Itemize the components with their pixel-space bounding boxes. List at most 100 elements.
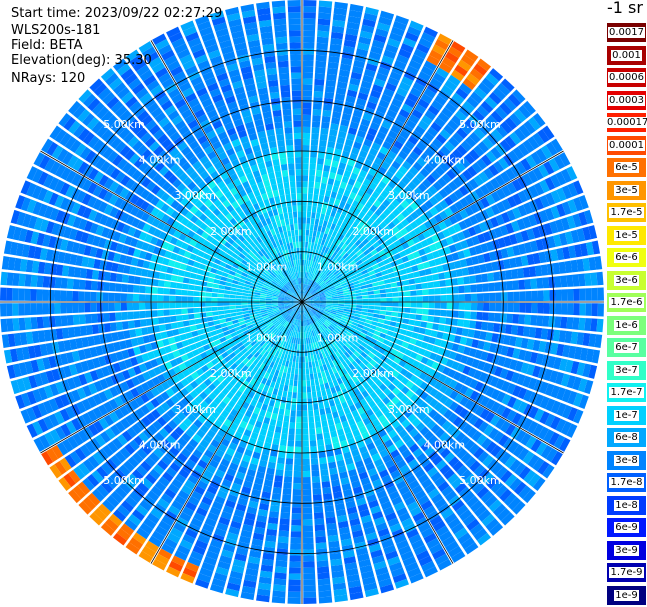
ray-cell xyxy=(351,221,359,229)
ray-cell xyxy=(302,211,307,218)
ray-cell xyxy=(388,325,396,332)
ray-cell xyxy=(292,501,302,508)
ray-cell xyxy=(566,375,576,389)
ray-cell xyxy=(504,116,518,131)
ray-cell xyxy=(443,436,455,447)
ray-cell xyxy=(385,238,393,246)
ray-cell xyxy=(314,415,321,423)
ray-cell xyxy=(349,290,356,295)
ray-cell xyxy=(416,308,423,315)
ray-cell xyxy=(474,381,484,392)
ray-cell xyxy=(459,336,468,346)
ray-cell xyxy=(363,68,376,78)
ray-cell xyxy=(302,175,309,182)
ray-cell xyxy=(506,195,517,208)
ray-cell xyxy=(370,249,378,256)
ray-cell xyxy=(496,188,507,200)
ray-cell xyxy=(496,201,506,213)
ray-cell xyxy=(308,272,312,279)
ray-cell xyxy=(325,261,331,268)
ray-cell xyxy=(303,537,314,544)
ray-cell xyxy=(18,303,25,316)
ray-cell xyxy=(344,255,352,262)
ray-cell xyxy=(429,352,438,361)
ray-cell xyxy=(303,531,314,538)
ray-cell xyxy=(528,116,541,131)
ray-cell xyxy=(342,252,349,260)
ray-cell xyxy=(421,282,429,289)
ray-cell xyxy=(416,289,423,296)
ray-cell xyxy=(462,100,475,113)
ray-cell xyxy=(509,359,518,371)
ray-cell xyxy=(314,300,321,302)
ray-cell xyxy=(345,183,354,192)
ray-cell xyxy=(84,280,92,291)
ray-cell xyxy=(316,560,329,568)
ray-cell xyxy=(308,416,315,423)
ray-cell xyxy=(229,290,237,295)
ray-cell xyxy=(322,170,330,178)
ray-cell xyxy=(347,269,355,275)
ray-cell xyxy=(223,306,230,310)
ray-cell xyxy=(319,306,326,310)
ray-cell xyxy=(553,357,562,370)
ray-cell xyxy=(365,133,375,142)
ray-cell xyxy=(320,281,326,287)
ray-cell xyxy=(132,293,140,302)
ray-cell xyxy=(274,572,287,580)
ray-cell xyxy=(313,294,319,298)
ray-cell xyxy=(319,295,326,299)
ray-cell xyxy=(579,347,589,362)
ray-cell xyxy=(247,302,254,305)
ray-cell xyxy=(365,319,372,325)
ray-cell xyxy=(308,181,315,188)
ray-cell xyxy=(342,45,355,54)
ray-cell xyxy=(326,67,338,76)
ray-cell xyxy=(311,267,315,274)
ray-cell xyxy=(389,321,397,327)
ray-cell xyxy=(181,302,188,308)
ray-cell xyxy=(462,169,473,181)
ray-cell xyxy=(272,487,282,495)
ray-cell xyxy=(207,277,215,283)
ray-cell xyxy=(328,215,335,223)
ray-cell xyxy=(315,313,321,319)
ray-cell xyxy=(287,440,295,447)
ray-cell xyxy=(315,269,320,276)
ray-cell xyxy=(305,284,308,291)
ray-cell xyxy=(361,269,369,275)
ray-cell xyxy=(306,306,311,311)
ray-cell xyxy=(355,292,363,297)
ray-cell xyxy=(285,464,293,471)
ray-cell xyxy=(235,295,242,299)
ray-cell xyxy=(316,48,328,56)
ray-cell xyxy=(558,330,567,343)
ray-cell xyxy=(291,361,296,369)
ray-cell xyxy=(324,253,329,261)
ray-cell xyxy=(357,323,364,329)
ray-cell xyxy=(542,464,555,479)
ray-cell xyxy=(307,404,313,411)
ray-cell xyxy=(323,322,329,328)
ray-cell xyxy=(348,314,355,319)
ray-cell xyxy=(495,466,508,479)
ray-cell xyxy=(303,24,316,31)
ray-cell xyxy=(470,293,478,302)
ray-cell xyxy=(471,430,483,442)
ray-cell xyxy=(325,208,332,216)
ray-cell xyxy=(504,135,517,149)
ray-cell xyxy=(306,305,312,310)
ray-cell xyxy=(84,313,92,324)
ray-cell xyxy=(311,121,321,128)
ray-cell xyxy=(474,244,483,255)
ray-cell xyxy=(479,184,490,196)
ray-cell xyxy=(522,139,535,153)
ray-cell xyxy=(412,146,423,156)
ray-cell xyxy=(380,306,387,311)
ray-cell xyxy=(176,321,184,328)
ray-cell xyxy=(271,412,278,421)
ray-cell xyxy=(372,317,379,322)
ray-cell xyxy=(296,416,302,423)
ray-cell xyxy=(169,288,176,295)
ray-cell xyxy=(341,243,348,251)
